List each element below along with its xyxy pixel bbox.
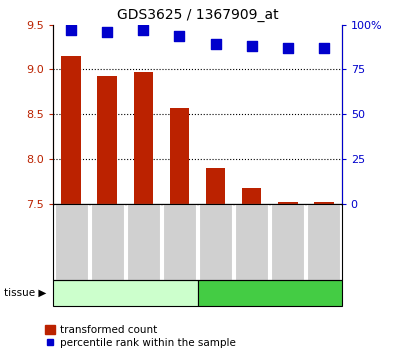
Point	[104, 29, 111, 35]
Bar	[98, 76, 117, 204]
Bar	[134, 72, 153, 204]
Text: GSM119427: GSM119427	[246, 212, 257, 271]
Bar	[314, 202, 333, 204]
Legend: transformed count, percentile rank within the sample: transformed count, percentile rank withi…	[45, 325, 236, 348]
Bar	[62, 56, 81, 204]
Text: atrium: atrium	[106, 286, 145, 299]
Text: GSM119425: GSM119425	[175, 212, 184, 271]
Text: tissue ▶: tissue ▶	[4, 288, 46, 298]
Point	[68, 27, 75, 33]
Point	[320, 45, 327, 51]
Point	[248, 44, 255, 49]
Text: GSM119429: GSM119429	[319, 212, 329, 271]
Text: ventricle: ventricle	[244, 286, 295, 299]
Bar	[242, 188, 261, 204]
Point	[284, 45, 291, 51]
Title: GDS3625 / 1367909_at: GDS3625 / 1367909_at	[117, 8, 278, 22]
Text: GSM119426: GSM119426	[211, 212, 220, 271]
Text: GSM119423: GSM119423	[102, 212, 113, 271]
Text: GSM119422: GSM119422	[66, 212, 76, 271]
Bar	[206, 168, 226, 204]
Point	[213, 42, 219, 47]
Point	[176, 33, 182, 38]
Bar	[169, 108, 189, 204]
Text: GSM119428: GSM119428	[282, 212, 293, 271]
Bar	[278, 202, 297, 204]
Point	[140, 27, 147, 33]
Text: GSM119424: GSM119424	[138, 212, 149, 271]
